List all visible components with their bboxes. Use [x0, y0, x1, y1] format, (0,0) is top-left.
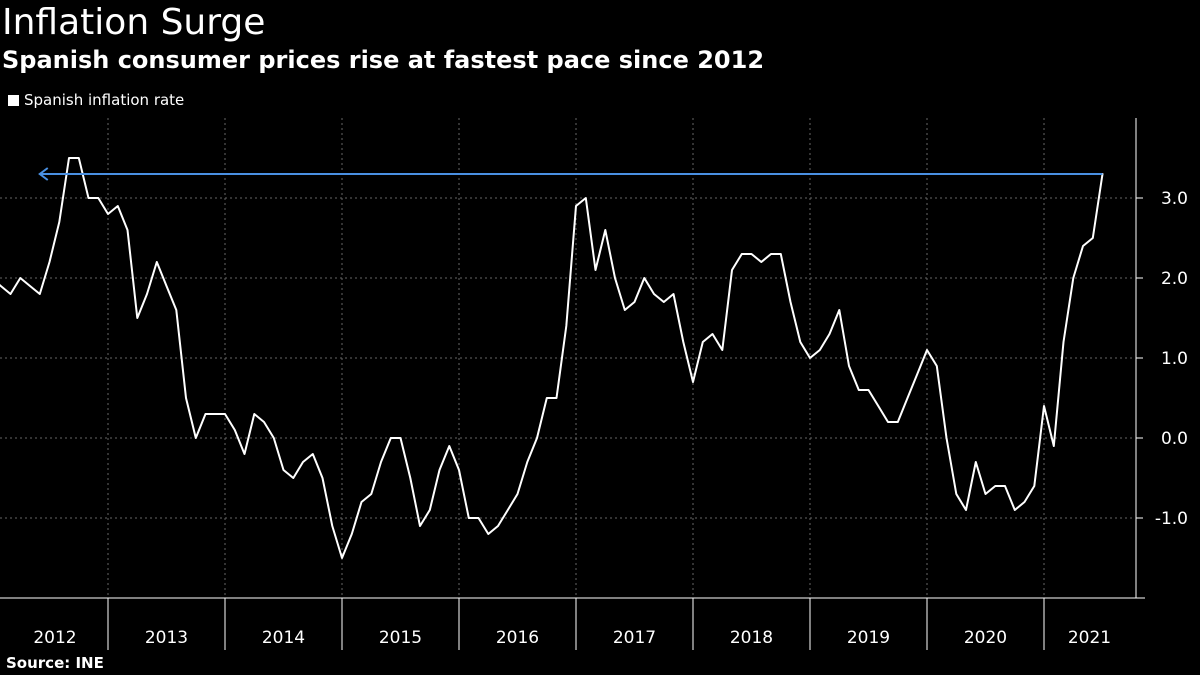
x-tick-label: 2021 [1068, 628, 1111, 648]
x-tick-label: 2015 [379, 628, 422, 648]
axis-layer [0, 118, 1145, 650]
x-tick-label: 2014 [262, 628, 305, 648]
series-line [0, 157, 1104, 559]
x-tick-label: 2012 [33, 628, 76, 648]
series-layer [0, 157, 1104, 559]
annotation-arrow-head [38, 167, 49, 181]
legend-label: Spanish inflation rate [24, 91, 185, 109]
x-tick-label: 2020 [964, 628, 1007, 648]
x-tick-label: 2019 [847, 628, 890, 648]
legend-swatch [8, 94, 19, 106]
chart-title: Inflation Surge [2, 2, 266, 43]
label-layer: 3.0 2.0 1.0 0.0 -1.0 2012 2013 2014 2015 2016 2017… [33, 189, 1188, 648]
x-tick-label: 2017 [613, 628, 656, 648]
x-tick-label: 2018 [730, 628, 773, 648]
y-tick-label: -1.0 [1155, 509, 1188, 529]
y-tick-label: 0.0 [1161, 429, 1188, 449]
chart-source: Source: INE [6, 654, 104, 672]
annotation-layer [38, 167, 1103, 181]
x-tick-label: 2016 [496, 628, 539, 648]
grid-layer [0, 118, 1135, 598]
y-tick-label: 1.0 [1161, 349, 1188, 369]
x-tick-label: 2013 [145, 628, 188, 648]
y-tick-label: 3.0 [1161, 189, 1188, 209]
chart-legend: Spanish inflation rate [8, 90, 184, 110]
y-tick-label: 2.0 [1161, 269, 1188, 289]
chart-subtitle: Spanish consumer prices rise at fastest … [2, 46, 765, 74]
